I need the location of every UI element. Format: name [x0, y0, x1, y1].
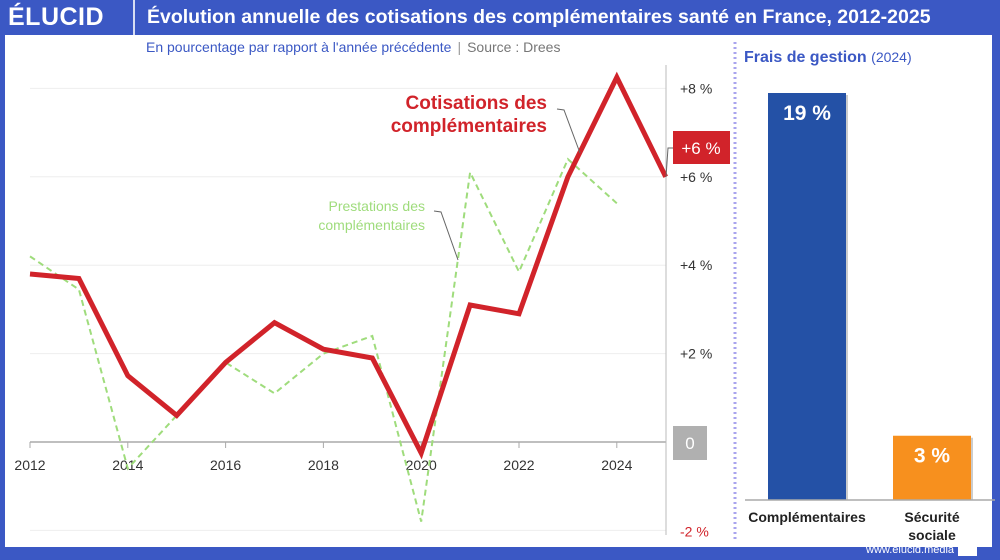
x-tick-label: 2024 [601, 457, 632, 473]
side-title-note: (2024) [871, 49, 912, 65]
zero-badge [673, 426, 707, 460]
source: Source : Drees [467, 39, 561, 55]
label-line: Complémentaires [748, 509, 866, 525]
x-tick-label: 2020 [406, 457, 437, 473]
y-tick-label: +4 % [680, 257, 712, 273]
elucid-mark-icon [958, 539, 977, 556]
bar-category-label: Complémentaires [748, 509, 866, 525]
y-tick-label: +6 % [680, 169, 712, 185]
subtitle-text: En pourcentage par rapport à l'année pré… [146, 39, 452, 55]
y-tick-label: 0 [685, 434, 694, 453]
footer-url[interactable]: www.elucid.media [866, 544, 955, 556]
logo: ÉLUCID [8, 3, 105, 31]
last-value-badge [673, 131, 730, 164]
leader-line [556, 108, 581, 154]
y-tick-label: +8 % [680, 80, 712, 96]
divider [133, 0, 135, 35]
side-chart-title: Frais de gestion (2024) [744, 49, 912, 67]
label-line: complémentaires [318, 217, 425, 233]
y-tick-label: -2 % [680, 523, 709, 539]
series-label-cotisations: Cotisations des complémentaires [391, 93, 547, 137]
leader-line [665, 147, 673, 178]
separator: | [457, 39, 462, 55]
subtitle: En pourcentage par rapport à l'année pré… [146, 39, 560, 55]
bar-data-label: 19 % [783, 102, 831, 125]
bar-data-label: 3 % [914, 445, 951, 468]
series-label-prestations: Prestations des complémentaires [318, 198, 425, 233]
x-tick-label: 2022 [503, 457, 534, 473]
x-tick-label: 2012 [14, 457, 45, 473]
last-value-label: +6 % [681, 139, 720, 158]
header: ÉLUCID Évolution annuelle des cotisation… [0, 0, 1000, 35]
series-line-prestations [29, 157, 618, 522]
label-line: Cotisations des [406, 93, 547, 114]
label-line: Prestations des [329, 198, 426, 214]
x-tick-label: 2014 [112, 457, 143, 473]
leader-line [433, 210, 459, 261]
bar [768, 93, 846, 500]
series-line-cotisations [29, 71, 668, 460]
x-tick-label: 2018 [308, 457, 339, 473]
label-line: sociale [908, 527, 956, 543]
bar [893, 435, 971, 500]
label-line: complémentaires [391, 116, 547, 137]
page-title: Évolution annuelle des cotisations des c… [147, 6, 931, 28]
y-tick-label: +2 % [680, 346, 712, 362]
x-tick-label: 2016 [210, 457, 241, 473]
bar-category-label: Sécurité sociale [904, 509, 959, 543]
label-line: Sécurité [904, 509, 959, 525]
side-title-text: Frais de gestion [744, 49, 867, 66]
